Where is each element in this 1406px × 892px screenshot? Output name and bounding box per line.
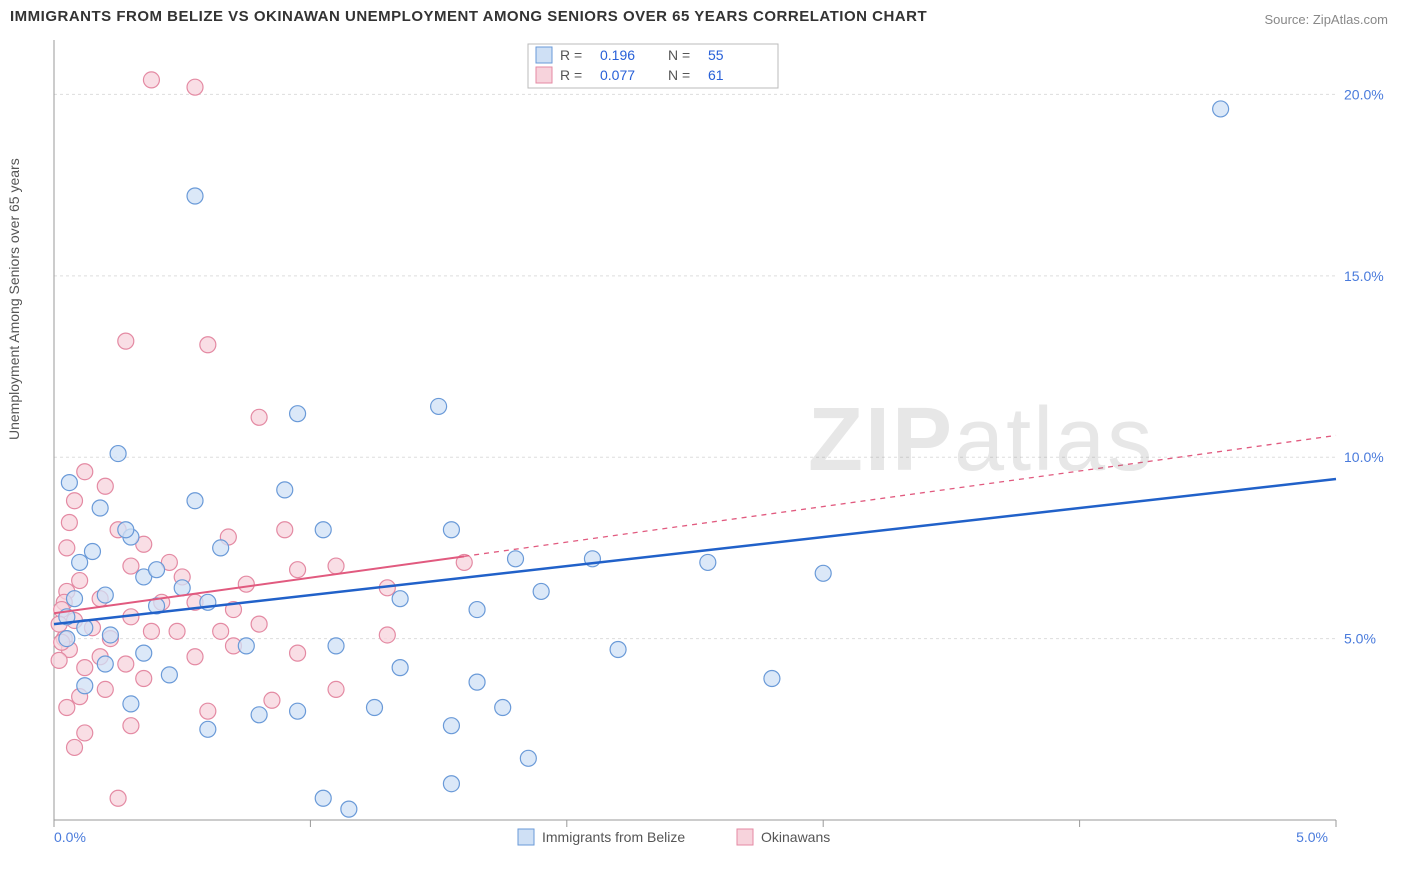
svg-text:10.0%: 10.0%: [1344, 449, 1384, 465]
svg-text:0.0%: 0.0%: [54, 829, 86, 845]
svg-text:0.077: 0.077: [600, 67, 635, 83]
svg-text:R =: R =: [560, 67, 582, 83]
chart-title: IMMIGRANTS FROM BELIZE VS OKINAWAN UNEMP…: [10, 8, 927, 25]
svg-text:5.0%: 5.0%: [1296, 829, 1328, 845]
svg-text:15.0%: 15.0%: [1344, 268, 1384, 284]
scatter-plot: 5.0% 10.0% 15.0% 20.0% 0.0% 5.0% ZIPatlas R = 0.…: [48, 40, 1388, 850]
svg-text:61: 61: [708, 67, 724, 83]
svg-text:N =: N =: [668, 67, 690, 83]
svg-text:Immigrants from Belize: Immigrants from Belize: [542, 829, 685, 845]
svg-text:55: 55: [708, 47, 724, 63]
svg-text:20.0%: 20.0%: [1344, 86, 1384, 102]
svg-text:ZIPatlas: ZIPatlas: [808, 390, 1154, 490]
svg-text:N =: N =: [668, 47, 690, 63]
y-axis-label: Unemployment Among Seniors over 65 years: [6, 158, 22, 440]
chart-svg: 5.0% 10.0% 15.0% 20.0% 0.0% 5.0% ZIPatlas R = 0.…: [48, 40, 1388, 850]
svg-text:R =: R =: [560, 47, 582, 63]
source-label: Source: ZipAtlas.com: [1264, 12, 1388, 27]
svg-text:Okinawans: Okinawans: [761, 829, 830, 845]
svg-text:0.196: 0.196: [600, 47, 635, 63]
svg-text:5.0%: 5.0%: [1344, 631, 1376, 647]
